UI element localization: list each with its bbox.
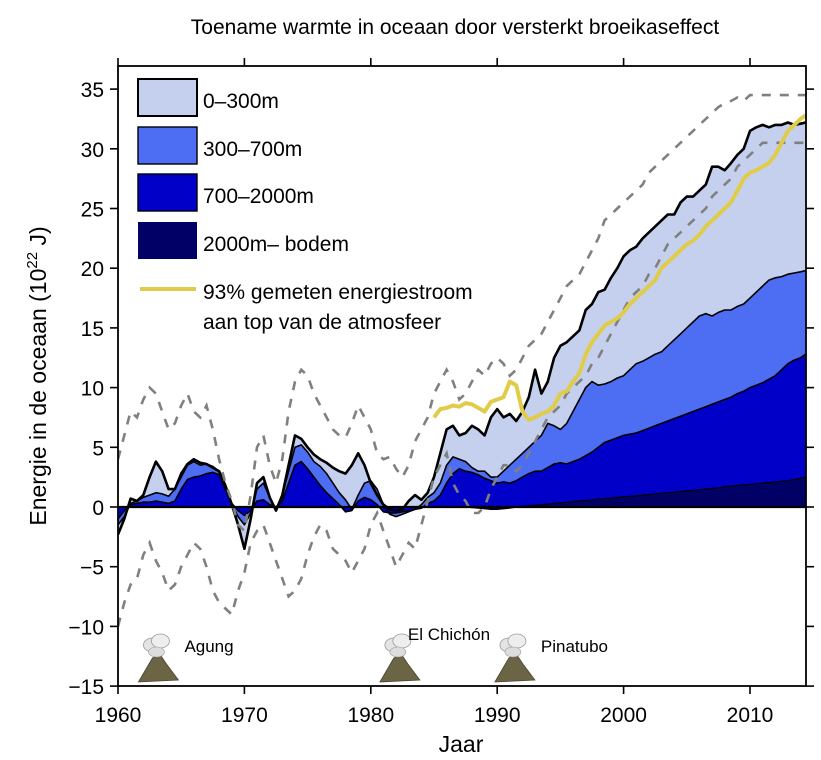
y-tick-label: −15 xyxy=(68,676,104,699)
x-tick-label: 1990 xyxy=(474,704,521,727)
smoke-cloud-icon xyxy=(507,633,527,649)
y-tick-label: 20 xyxy=(81,258,104,281)
x-tick-label: 2000 xyxy=(600,704,647,727)
x-axis: 1960 1970 1980 1990 2000 2010 xyxy=(95,58,774,727)
toa-flux-line-group xyxy=(432,113,806,422)
legend-swatch-0-300m xyxy=(137,78,198,117)
volcano-annotation: Pinatubo xyxy=(494,633,608,683)
y-tick-label: 30 xyxy=(81,139,104,162)
x-axis-label: Jaar xyxy=(439,731,484,757)
uncertainty-lower-line xyxy=(118,141,806,627)
volcano-label: El Chichón xyxy=(408,625,490,644)
y-tick-label: 0 xyxy=(92,497,104,520)
legend-label-0-300m: 0–300m xyxy=(203,90,279,113)
y-axis-label: Energie in de oceaan (1022 J) xyxy=(24,226,51,525)
smoke-cloud-icon xyxy=(148,646,165,658)
y-tick-label: 5 xyxy=(92,437,104,460)
y-axis-label-main: Energie in de oceaan (10 xyxy=(25,269,51,526)
volcano-icon xyxy=(379,654,421,683)
legend-label-toa-flux-1: 93% gemeten energiestroom xyxy=(203,281,473,304)
y-tick-label: 10 xyxy=(81,378,104,401)
y-tick-label: −10 xyxy=(68,616,104,639)
legend-label-toa-flux-2: aan top van de atmosfeer xyxy=(203,311,441,334)
y-axis: −15 −10 −5 0 5 10 15 20 25 30 35 xyxy=(68,79,814,699)
x-tick-label: 1970 xyxy=(221,704,268,727)
plot-frame xyxy=(117,65,807,687)
x-tick-label: 1980 xyxy=(347,704,394,727)
legend: 0–300m 300–700m 700–2000m 2000m– bodem 9… xyxy=(137,78,473,334)
volcano-label: Agung xyxy=(184,637,233,656)
volcano-annotations: Agung El Chichón Pinatubo xyxy=(137,625,608,683)
x-tick-label: 1960 xyxy=(95,704,142,727)
y-axis-label-unit: J) xyxy=(25,226,51,252)
x-tick-label: 2010 xyxy=(727,704,774,727)
volcano-annotation: Agung xyxy=(137,633,234,683)
plot-area xyxy=(118,93,806,627)
chart-title: Toename warmte in oceaan door versterkt … xyxy=(191,16,720,39)
y-axis-label-exponent: 22 xyxy=(24,252,41,269)
volcano-icon xyxy=(137,654,180,683)
volcano-annotation: El Chichón xyxy=(379,625,490,683)
y-tick-label: 35 xyxy=(81,79,104,102)
legend-label-300-700m: 300–700m xyxy=(203,138,302,161)
area-2000m-bodem xyxy=(118,477,806,510)
volcano-label: Pinatubo xyxy=(541,637,608,656)
uncertainty-lines xyxy=(118,93,806,627)
area-700-2000m xyxy=(118,354,806,519)
y-tick-label: 25 xyxy=(81,199,104,222)
volcano-icon xyxy=(494,654,536,683)
toa-flux-line xyxy=(432,113,806,422)
legend-swatch-700-2000m xyxy=(137,173,198,212)
smoke-cloud-icon xyxy=(504,646,522,658)
legend-swatch-300-700m xyxy=(137,126,198,165)
legend-label-700-2000m: 700–2000m xyxy=(203,185,314,208)
legend-label-2000m-bodem: 2000m– bodem xyxy=(203,233,349,256)
uncertainty-upper-line xyxy=(118,93,806,534)
smoke-cloud-icon xyxy=(151,633,170,649)
smoke-cloud-icon xyxy=(389,646,407,658)
y-tick-label: 15 xyxy=(81,318,104,341)
y-tick-label: −5 xyxy=(80,557,104,580)
legend-swatch-2000m-bodem xyxy=(138,222,197,259)
